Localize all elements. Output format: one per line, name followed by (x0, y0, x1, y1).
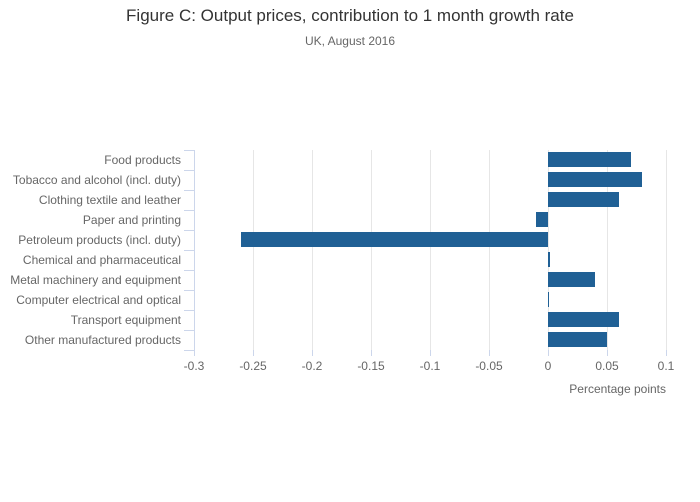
x-axis-tick (430, 350, 431, 356)
plot-area (194, 150, 667, 350)
y-axis-tick (184, 210, 194, 211)
bar[interactable] (548, 252, 551, 267)
y-axis-tick (184, 350, 194, 351)
x-tick-label: -0.3 (183, 359, 205, 373)
category-label: Petroleum products (incl. duty) (18, 233, 181, 247)
x-axis-tick (607, 350, 608, 356)
y-axis-tick (184, 230, 194, 231)
gridline (666, 150, 667, 350)
gridline (548, 150, 549, 350)
x-tick-label: -0.05 (475, 359, 503, 373)
category-label: Other manufactured products (24, 333, 181, 347)
gridline (312, 150, 313, 350)
x-tick-label: -0.2 (301, 359, 323, 373)
bar[interactable] (548, 332, 607, 347)
category-label: Food products (104, 153, 181, 167)
bar[interactable] (548, 172, 643, 187)
x-axis-tick (253, 350, 254, 356)
y-axis-tick (184, 270, 194, 271)
x-axis-tick (489, 350, 490, 356)
chart-subtitle: UK, August 2016 (304, 34, 396, 48)
x-axis-tick (548, 350, 549, 356)
category-label: Computer electrical and optical (16, 293, 181, 307)
gridline (430, 150, 431, 350)
category-label: Paper and printing (82, 213, 181, 227)
x-axis-tick (312, 350, 313, 356)
category-label: Transport equipment (70, 313, 181, 327)
x-tick-label: -0.1 (419, 359, 441, 373)
y-axis-tick (184, 290, 194, 291)
x-axis-tick (371, 350, 372, 356)
category-label: Clothing textile and leather (38, 193, 181, 207)
x-tick-label: -0.25 (239, 359, 267, 373)
gridline (371, 150, 372, 350)
bar[interactable] (548, 292, 550, 307)
category-label: Tobacco and alcohol (incl. duty) (12, 173, 181, 187)
x-tick-label: 0.1 (657, 359, 675, 373)
bar[interactable] (548, 192, 619, 207)
gridline (607, 150, 608, 350)
category-axis-line (194, 150, 195, 351)
y-axis-tick (184, 170, 194, 171)
y-axis-tick (184, 330, 194, 331)
y-axis-tick (184, 190, 194, 191)
gridline (253, 150, 254, 350)
bar[interactable] (241, 232, 548, 247)
chart-title: Figure C: Output prices, contribution to… (126, 6, 574, 25)
bar[interactable] (536, 212, 548, 227)
x-tick-label: 0.05 (595, 359, 619, 373)
x-axis-title: Percentage points (569, 382, 666, 396)
bar[interactable] (548, 152, 631, 167)
bar[interactable] (548, 312, 619, 327)
gridline (489, 150, 490, 350)
y-axis-tick (184, 250, 194, 251)
x-axis-tick (666, 350, 667, 356)
y-axis-tick (184, 150, 194, 151)
x-tick-label: 0 (544, 359, 552, 373)
category-label: Metal machinery and equipment (10, 273, 181, 287)
category-label: Chemical and pharmaceutical (22, 253, 181, 267)
bar[interactable] (548, 272, 596, 287)
x-tick-label: -0.15 (357, 359, 385, 373)
y-axis-tick (184, 310, 194, 311)
